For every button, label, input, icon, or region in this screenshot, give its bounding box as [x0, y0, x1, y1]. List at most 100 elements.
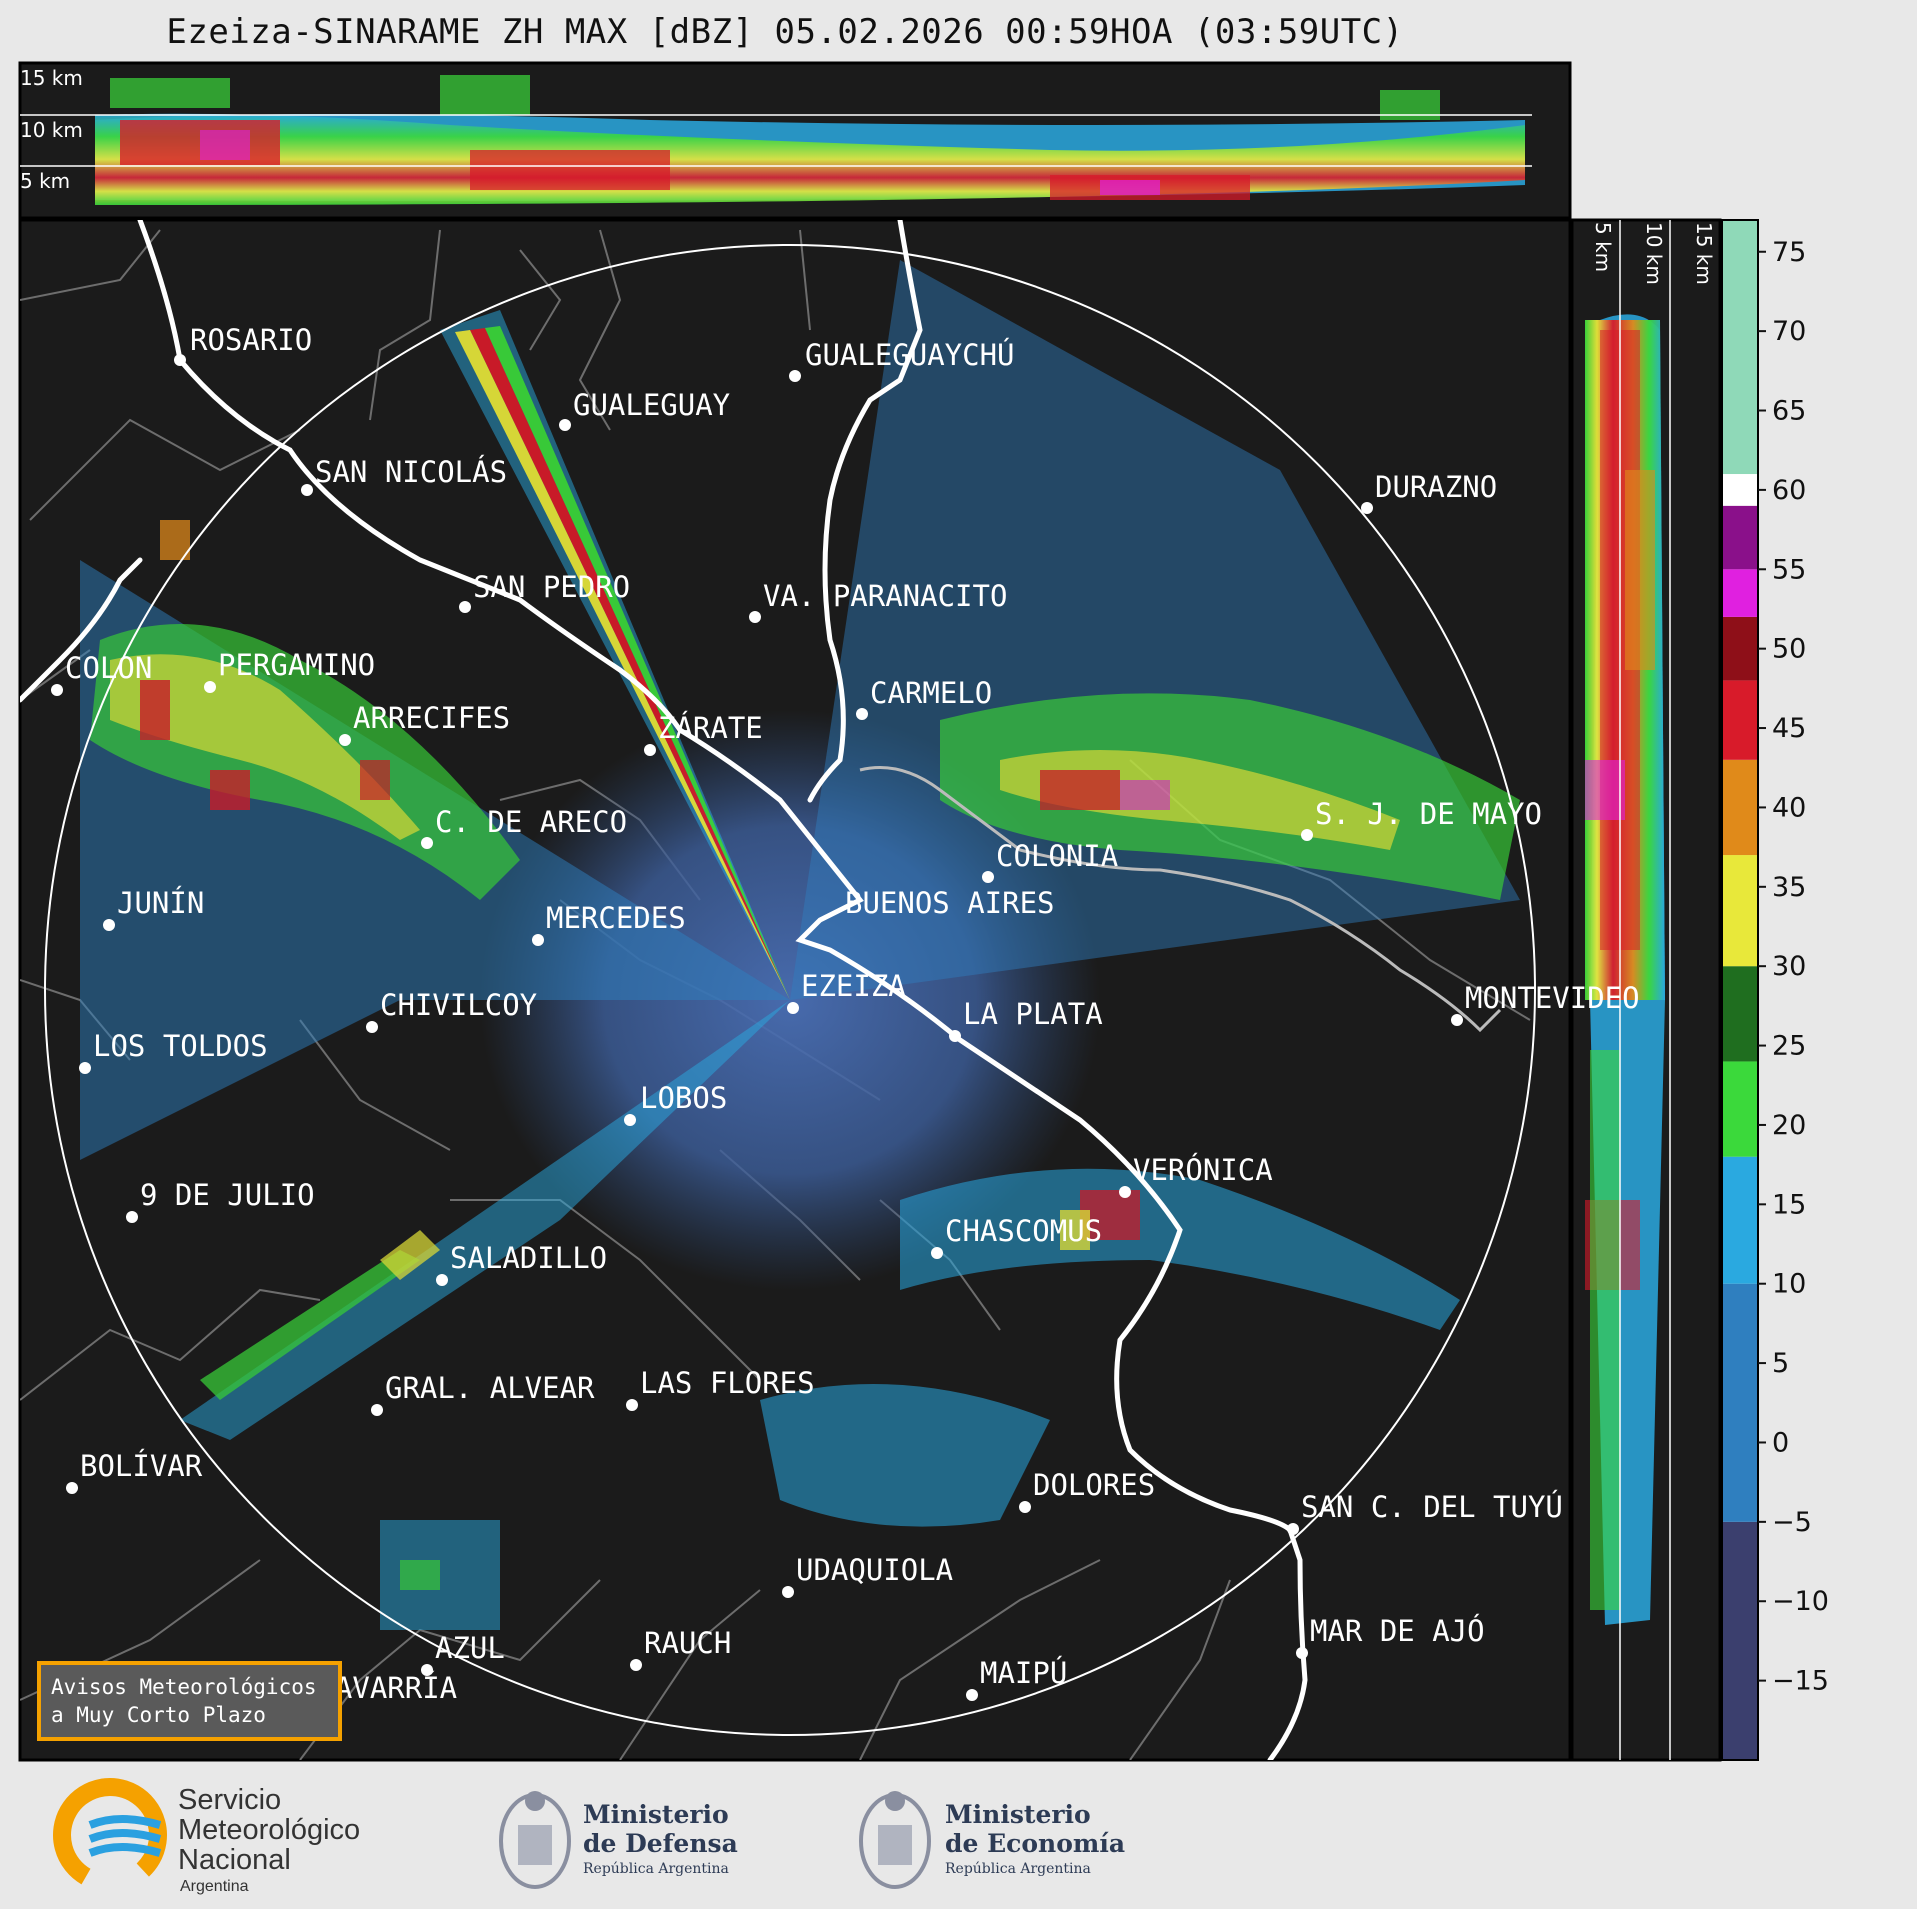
colorbar-block	[1722, 1061, 1758, 1157]
economia-line-2: de Economía	[945, 1829, 1125, 1858]
page-title: Ezeiza-SINARAME ZH MAX [dBZ] 05.02.2026 …	[166, 12, 1404, 52]
side-height-15km: 15 km	[1692, 222, 1716, 285]
colorbar-tick-label: 0	[1772, 1427, 1789, 1458]
svg-text:GUALEGUAYCHÚ: GUALEGUAYCHÚ	[805, 338, 1015, 372]
colorbar-tick-label: 25	[1772, 1031, 1806, 1062]
defensa-line-1: Ministerio	[583, 1800, 729, 1829]
colorbar-tick-label: 20	[1772, 1110, 1806, 1141]
colorbar-tick-label: −5	[1772, 1507, 1812, 1538]
city-buenos-aires: BUENOS AIRES	[845, 886, 1055, 920]
city-lobos: LOBOS	[624, 1081, 727, 1126]
svg-text:MAR DE AJÓ: MAR DE AJÓ	[1310, 1614, 1485, 1648]
svg-text:DOLORES: DOLORES	[1033, 1468, 1155, 1502]
city-rosario: ROSARIO	[174, 323, 312, 366]
city-ezeiza: EZEIZA	[787, 969, 906, 1014]
colorbar-tick-label: 45	[1772, 713, 1806, 744]
city-gral-alvear: GRAL. ALVEAR	[371, 1371, 595, 1416]
colorbar-block	[1722, 680, 1758, 760]
city-las-flores: LAS FLORES	[626, 1366, 815, 1411]
city-rauch: RAUCH	[630, 1626, 731, 1671]
svg-text:CARMELO: CARMELO	[870, 676, 992, 710]
smn-line-2: Meteorológico	[178, 1814, 360, 1846]
city-durazno: DURAZNO	[1361, 470, 1497, 514]
city-gualeguaychu: GUALEGUAYCHÚ	[789, 338, 1015, 382]
economia-line-1: Ministerio	[945, 1800, 1091, 1829]
colorbar-block	[1722, 220, 1758, 475]
city-montevideo: MONTEVIDEO	[1451, 981, 1640, 1026]
smn-line-1: Servicio	[178, 1784, 281, 1816]
city-va-paranacito: VA. PARANACITO	[749, 579, 1007, 623]
colorbar-tick-label: 30	[1772, 951, 1806, 982]
svg-text:C. DE ARECO: C. DE ARECO	[435, 805, 627, 839]
smn-logo: Servicio Meteorológico Nacional Argentin…	[52, 1778, 360, 1895]
city-maipu: MAIPÚ	[966, 1656, 1067, 1701]
svg-text:JUNÍN: JUNÍN	[117, 886, 204, 920]
city-markers: ROSARIO GUALEGUAYCHÚ GUALEGUAY SAN NICOL…	[51, 323, 1640, 1718]
svg-text:GUALEGUAY: GUALEGUAY	[573, 388, 730, 422]
city-mar-de-ajo: MAR DE AJÓ	[1296, 1614, 1485, 1659]
side-height-5km: 5 km	[1591, 222, 1615, 272]
colorbar-tick-label: 50	[1772, 634, 1806, 665]
city-gualeguay: GUALEGUAY	[559, 388, 730, 431]
side-height-10km: 10 km	[1642, 222, 1666, 285]
svg-text:PERGAMINO: PERGAMINO	[218, 648, 375, 682]
colorbar-tick-label: 75	[1772, 237, 1806, 268]
city-udaquiola: UDAQUIOLA	[782, 1553, 953, 1598]
city-los-toldos: LOS TOLDOS	[79, 1029, 268, 1074]
svg-text:LOBOS: LOBOS	[640, 1081, 727, 1115]
city-mercedes: MERCEDES	[532, 901, 686, 946]
economia-line-3: República Argentina	[945, 1861, 1091, 1877]
colorbar-block	[1722, 616, 1758, 681]
city-zarate: ZÁRATE	[644, 711, 763, 756]
svg-text:BUENOS AIRES: BUENOS AIRES	[845, 886, 1055, 920]
svg-text:VERÓNICA: VERÓNICA	[1133, 1153, 1273, 1187]
colorbar-tick-label: 60	[1772, 475, 1806, 506]
colorbar-block	[1722, 1283, 1758, 1522]
warning-line-2: a Muy Corto Plazo	[51, 1703, 266, 1727]
colorbar-tick-label: 35	[1772, 872, 1806, 903]
city-arrecifes: ARRECIFES	[339, 701, 510, 746]
svg-text:ARRECIFES: ARRECIFES	[353, 701, 510, 735]
svg-text:CHIVILCOY: CHIVILCOY	[380, 988, 537, 1022]
city-carmelo: CARMELO	[856, 676, 992, 720]
svg-text:ZÁRATE: ZÁRATE	[658, 711, 763, 745]
smn-line-3: Nacional	[178, 1844, 291, 1876]
svg-text:AZUL: AZUL	[435, 1631, 505, 1665]
precipitation-echoes	[80, 260, 1520, 1630]
warning-box[interactable]: Avisos Meteorológicos a Muy Corto Plazo	[37, 1661, 342, 1741]
side-height-panel: 5 km 10 km 15 km	[1570, 218, 1722, 1762]
colorbar-block	[1722, 474, 1758, 506]
city-veronica: VERÓNICA	[1119, 1153, 1273, 1198]
city-san-pedro: SAN PEDRO	[459, 570, 630, 613]
city-c-de-areco: C. DE ARECO	[421, 805, 627, 849]
city-saladillo: SALADILLO	[436, 1241, 607, 1286]
warning-line-1: Avisos Meteorológicos	[51, 1675, 317, 1699]
svg-text:COLON: COLON	[65, 651, 152, 685]
colorbar-block	[1722, 1156, 1758, 1284]
city-azul: AZUL	[421, 1631, 505, 1676]
city-la-plata: LA PLATA	[949, 997, 1103, 1042]
city-san-nicolas: SAN NICOLÁS	[301, 455, 507, 496]
colorbar-tick-label: −15	[1772, 1666, 1829, 1697]
colorbar-tick-label: 55	[1772, 554, 1806, 585]
colorbar-block	[1722, 855, 1758, 967]
colorbar-block	[1722, 966, 1758, 1062]
svg-text:COLONIA: COLONIA	[996, 839, 1118, 873]
top-height-15km: 15 km	[20, 66, 83, 90]
colorbar-tick-label: 15	[1772, 1189, 1806, 1220]
svg-text:MONTEVIDEO: MONTEVIDEO	[1465, 981, 1640, 1015]
colorbar-tick-label: 70	[1772, 316, 1806, 347]
svg-text:UDAQUIOLA: UDAQUIOLA	[796, 1553, 953, 1587]
city-colonia: COLONIA	[982, 839, 1118, 883]
city-junin: JUNÍN	[103, 886, 204, 931]
defensa-line-3: República Argentina	[583, 1861, 729, 1877]
colorbar-tick-label: −10	[1772, 1586, 1829, 1617]
colorbar-tick-label: 40	[1772, 792, 1806, 823]
city-sj-de-mayo: S. J. DE MAYO	[1301, 797, 1542, 841]
svg-text:9 DE JULIO: 9 DE JULIO	[140, 1178, 315, 1212]
svg-text:MERCEDES: MERCEDES	[546, 901, 686, 935]
svg-text:ROSARIO: ROSARIO	[190, 323, 312, 357]
colorbar-blocks	[1722, 220, 1758, 1760]
